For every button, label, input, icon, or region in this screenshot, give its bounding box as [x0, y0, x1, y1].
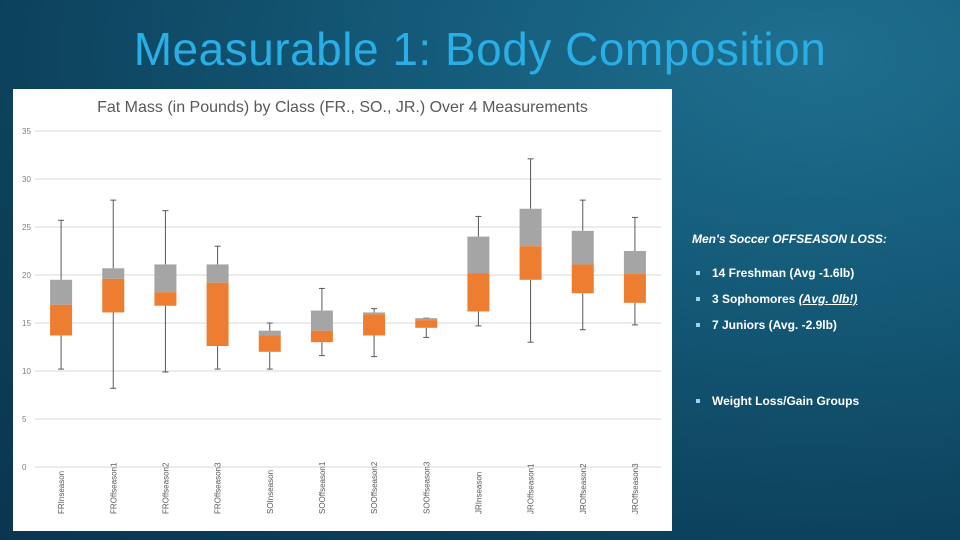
chart-title: Fat Mass (in Pounds) by Class (FR., SO.,…: [97, 99, 588, 116]
summary-item-groups: Weight Loss/Gain Groups: [692, 388, 952, 414]
x-tick-label: JRInseason: [474, 472, 483, 514]
x-tick-label: FROffseason3: [214, 462, 223, 514]
summary-item-text: 7 Juniors (Avg. -2.9lb): [712, 318, 837, 332]
x-tick-label: JROffseason2: [579, 463, 588, 514]
box-lower: [50, 304, 73, 336]
x-tick-label: JROffseason3: [631, 463, 640, 514]
box-lower: [102, 278, 125, 313]
box-lower: [415, 320, 438, 328]
summary-item-emphasis: (Avg. 0lb!): [798, 292, 858, 306]
chart-panel: Fat Mass (in Pounds) by Class (FR., SO.,…: [13, 89, 672, 531]
summary-heading: Men's Soccer OFFSEASON LOSS:: [692, 232, 887, 246]
bullet-icon: [696, 297, 700, 301]
box-upper: [310, 310, 333, 331]
summary-item-juniors: 7 Juniors (Avg. -2.9lb): [692, 312, 952, 338]
summary-item-freshman: 14 Freshman (Avg -1.6lb): [692, 260, 952, 286]
y-tick-label: 25: [22, 223, 31, 232]
y-tick-label: 15: [22, 319, 31, 328]
box-upper: [623, 251, 646, 275]
summary-item-text: Weight Loss/Gain Groups: [712, 394, 860, 408]
x-tick-label: SOOffseason3: [422, 461, 431, 514]
box-lower: [571, 264, 594, 294]
box-lower: [206, 282, 229, 347]
box-lower: [154, 292, 177, 306]
y-tick-label: 20: [22, 271, 31, 280]
y-tick-label: 0: [22, 463, 27, 472]
y-tick-label: 30: [22, 175, 31, 184]
box-upper: [154, 264, 177, 293]
summary-item-text: 3 Sophomores: [712, 292, 799, 306]
y-tick-label: 5: [22, 415, 27, 424]
box-upper: [50, 279, 73, 305]
box-lower: [519, 246, 542, 280]
box-lower: [623, 274, 646, 303]
box-upper: [363, 312, 386, 315]
y-tick-label: 35: [22, 127, 31, 136]
box-lower: [310, 330, 333, 343]
box-lower: [363, 314, 386, 336]
box-upper: [258, 330, 281, 336]
y-tick-label: 10: [22, 367, 31, 376]
bullet-icon: [696, 271, 700, 275]
bullet-icon: [696, 399, 700, 403]
x-tick-label: SOInseason: [266, 470, 275, 514]
box-upper: [102, 268, 125, 279]
box-upper: [206, 264, 229, 283]
x-tick-label: JROffseason1: [527, 463, 536, 514]
box-lower: [258, 335, 281, 352]
x-tick-label: FROffseason2: [161, 462, 170, 514]
box-plot-chart: 0 5 10 15 20 25 30 35 FRInseason FROffseason1 FROf…: [22, 127, 661, 514]
bullet-icon: [696, 323, 700, 327]
x-tick-label: SOOffseason1: [318, 461, 327, 514]
box-upper: [519, 208, 542, 247]
box-upper: [467, 236, 490, 274]
slide-title: Measurable 1: Body Composition: [133, 23, 827, 75]
x-tick-label: FROffseason1: [109, 462, 118, 514]
summary-panel: Men's Soccer OFFSEASON LOSS: 14 Freshman…: [692, 232, 952, 414]
summary-item-text: 14 Freshman (Avg -1.6lb): [712, 266, 855, 280]
x-tick-label: SOOffseason2: [370, 461, 379, 514]
box-upper: [415, 318, 438, 321]
box-upper: [571, 230, 594, 265]
x-tick-label: FRInseason: [57, 471, 66, 514]
summary-item-sophomores: 3 Sophomores (Avg. 0lb!): [692, 286, 952, 312]
box-lower: [467, 273, 490, 312]
